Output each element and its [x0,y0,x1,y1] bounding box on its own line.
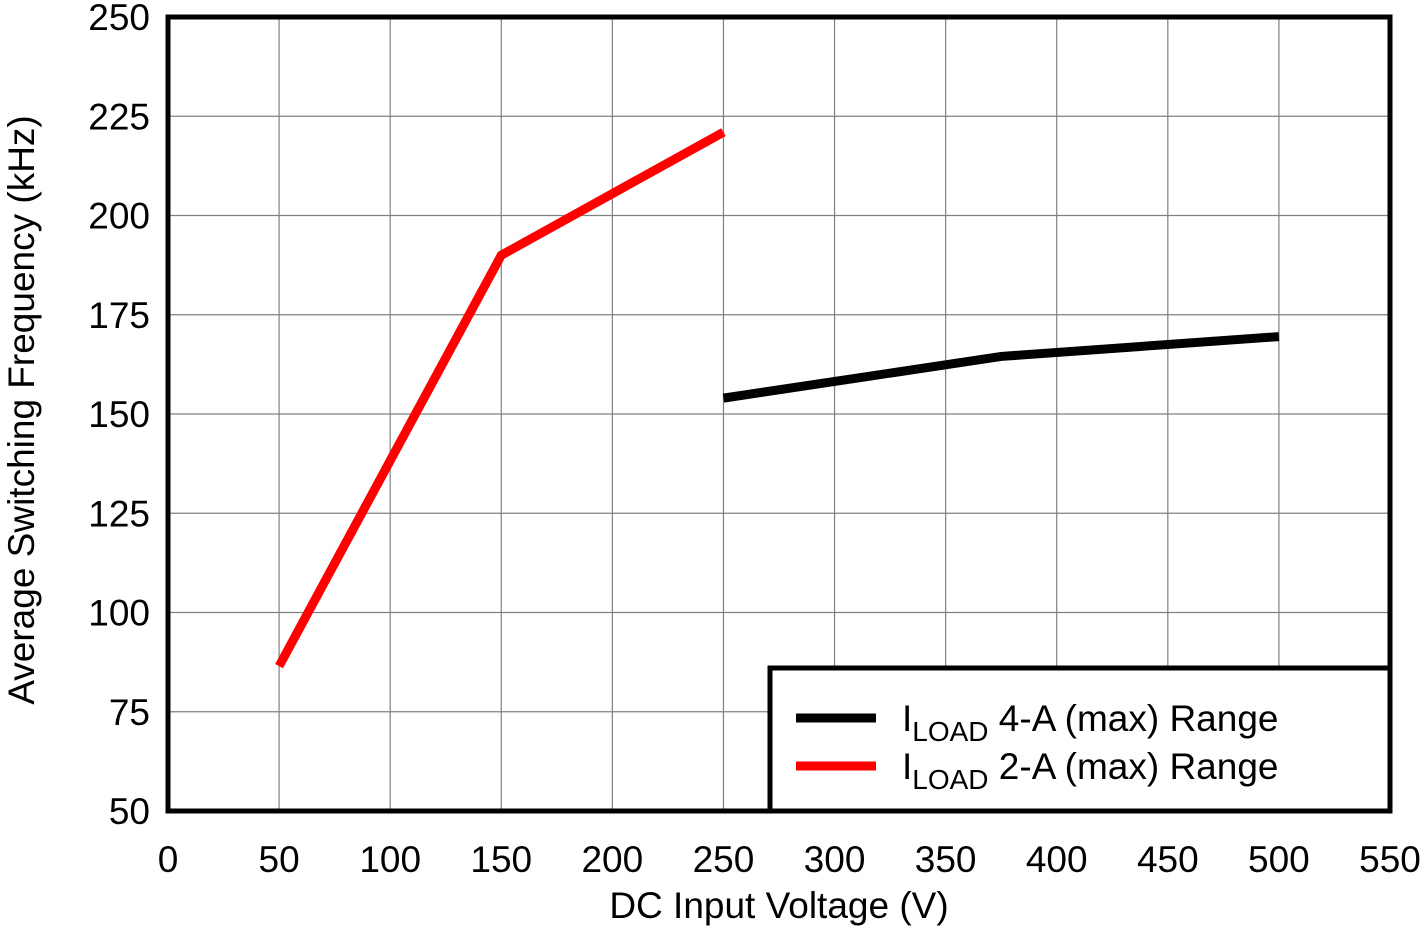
x-tick-label: 500 [1248,839,1310,880]
legend-label: ILOAD 4-A (max) Range [902,698,1278,747]
legend-box [767,665,1393,814]
series-line [275,128,726,669]
y-tick-label: 250 [88,0,150,38]
y-tick-label: 200 [88,196,150,237]
legend-label: ILOAD 2-A (max) Range [902,746,1278,795]
x-axis-label: DC Input Voltage (V) [609,885,948,926]
x-tick-label: 100 [359,839,421,880]
x-tick-label: 200 [581,839,643,880]
y-tick-label: 125 [88,493,150,534]
x-tick-label: 300 [804,839,866,880]
x-tick-label: 0 [158,839,179,880]
x-tick-label: 550 [1359,839,1421,880]
y-tick-label: 50 [109,791,150,832]
x-tick-label: 400 [1026,839,1088,880]
x-tick-label: 150 [470,839,532,880]
y-tick-label: 175 [88,295,150,336]
y-tick-label: 100 [88,593,150,634]
x-tick-label: 450 [1137,839,1199,880]
x-tick-label: 250 [693,839,755,880]
y-tick-label: 75 [109,692,150,733]
x-tick-label: 50 [259,839,300,880]
y-tick-label: 225 [88,96,150,137]
x-tick-label: 350 [915,839,977,880]
y-tick-label: 150 [88,394,150,435]
y-axis-label: Average Switching Frequency (kHz) [1,115,42,705]
series-line [722,332,1280,403]
